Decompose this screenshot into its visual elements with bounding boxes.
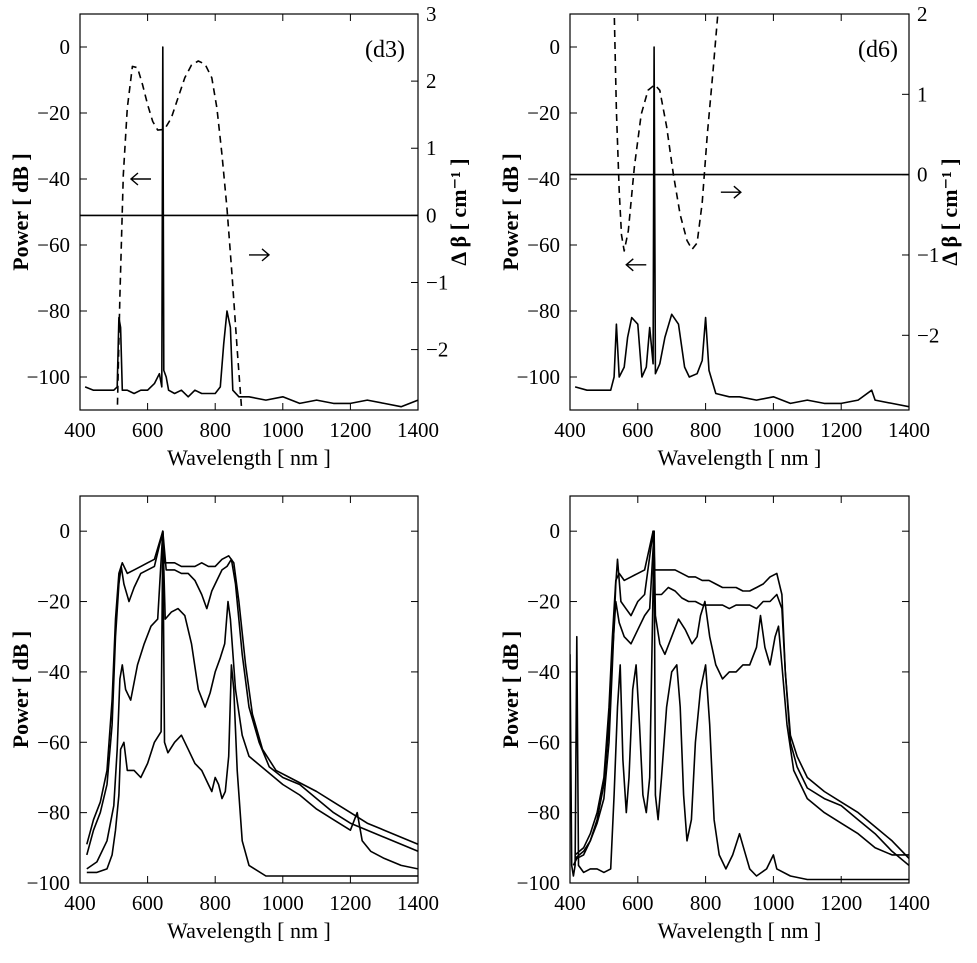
y2-axis-label: Δ β [ cm⁻¹ ] (446, 158, 471, 265)
x-tick-label: 400 (554, 891, 586, 915)
y-tick-label: −60 (527, 730, 560, 754)
x-tick-label: 800 (690, 891, 722, 915)
x-tick-label: 1400 (397, 891, 439, 915)
y-tick-label: −80 (37, 801, 70, 825)
chart-panel-d3: 400 600 800 1000 1200 14000−20−40−60−80−10032… (8, 2, 471, 470)
x-tick-label: 1000 (262, 418, 304, 442)
y-tick-label: −100 (27, 871, 70, 895)
y-tick-label: −40 (527, 167, 560, 191)
y-axis-label: Power [ dB ] (8, 153, 33, 271)
y-tick-label: −20 (37, 101, 70, 125)
y2-tick-label: 2 (426, 69, 437, 93)
y-tick-label: −80 (527, 299, 560, 323)
x-tick-label: 1400 (888, 418, 930, 442)
chart-panel-bottom-left: 400 600 800 1000 1200 1400 0 −20 −40 −60 −80 −100 Wa… (8, 495, 439, 943)
chart-panel-d6: 400 600 800 1000 1200 14000−20−40−60−80−10021… (498, 2, 962, 470)
panel-label: (d6) (858, 37, 898, 63)
y2-tick-label: 3 (426, 2, 437, 26)
x-tick-label: 600 (132, 418, 164, 442)
x-tick-label: 800 (199, 418, 231, 442)
x-tick-label: 1000 (262, 891, 304, 915)
x-axis-label: Wavelength [ nm ] (658, 918, 822, 943)
y-tick-label: −60 (527, 233, 560, 257)
right-axis-arrow (720, 185, 742, 199)
delta-beta-curve (116, 60, 243, 410)
x-tick-label: 1200 (820, 418, 862, 442)
left-axis-arrow (129, 172, 151, 186)
y-tick-label: −100 (517, 871, 560, 895)
y-tick-label: −20 (527, 590, 560, 614)
x-tick-label: 400 (64, 891, 96, 915)
y-axis-label: Power [ dB ] (498, 153, 523, 271)
y-tick-label: 0 (60, 519, 71, 543)
series-line-2 (86, 530, 418, 870)
x-tick-label: 1000 (752, 891, 794, 915)
x-tick-label: 400 (64, 418, 96, 442)
x-tick-label: 1000 (752, 418, 794, 442)
y-tick-label: −40 (37, 660, 70, 684)
series-line-3 (574, 530, 909, 867)
y-tick-label: −60 (37, 233, 70, 257)
y-tick-label: 0 (550, 35, 561, 59)
x-axis-label: Wavelength [ nm ] (167, 445, 331, 470)
left-axis-arrow (625, 258, 647, 272)
y-tick-label: −40 (527, 660, 560, 684)
delta-beta-curve (613, 14, 719, 252)
x-tick-label: 600 (622, 418, 654, 442)
y-tick-label: −20 (527, 101, 560, 125)
y-tick-label: −60 (37, 730, 70, 754)
plot-frame (79, 13, 419, 411)
y2-tick-label: 0 (917, 163, 928, 187)
series-line-4 (574, 530, 909, 859)
series-line-1 (84, 46, 418, 408)
series-line-1 (570, 530, 909, 881)
y-tick-label: 0 (60, 35, 71, 59)
series-line-1 (574, 46, 909, 408)
series-line-3 (86, 530, 418, 856)
plot-frame (79, 495, 419, 884)
plot-frame (569, 13, 910, 411)
plot-frame (569, 495, 910, 884)
y2-tick-label: 0 (426, 203, 437, 227)
x-tick-label: 1200 (329, 418, 371, 442)
x-tick-label: 600 (132, 891, 164, 915)
series-line-1 (86, 530, 418, 877)
y-tick-label: 0 (550, 519, 561, 543)
y2-tick-label: 2 (917, 2, 928, 26)
y2-tick-label: −2 (426, 338, 448, 362)
y2-axis-label: Δ β [ cm⁻¹ ] (937, 158, 962, 265)
y2-tick-label: −2 (917, 323, 939, 347)
x-tick-label: 400 (554, 418, 586, 442)
y2-tick-label: −1 (917, 243, 939, 267)
y-tick-label: −100 (517, 365, 560, 389)
x-axis-label: Wavelength [ nm ] (167, 918, 331, 943)
y-tick-label: −40 (37, 167, 70, 191)
series-line-4 (86, 530, 418, 846)
y-tick-label: −20 (37, 590, 70, 614)
x-tick-label: 800 (199, 891, 231, 915)
y-axis-label: Power [ dB ] (498, 631, 523, 749)
y-tick-label: −100 (27, 365, 70, 389)
x-tick-label: 800 (690, 418, 722, 442)
y2-tick-label: 1 (917, 82, 928, 106)
y-tick-label: −80 (527, 801, 560, 825)
x-tick-label: 1200 (820, 891, 862, 915)
y2-tick-label: 1 (426, 136, 437, 160)
y2-tick-label: −1 (426, 270, 448, 294)
x-tick-label: 1400 (397, 418, 439, 442)
series-line-2 (572, 530, 909, 866)
panel-label: (d3) (365, 37, 405, 63)
x-tick-label: 600 (622, 891, 654, 915)
chart-panel-bottom-right: 400 600 800 1000 1200 1400 0 −20 −40 −60 −80 −100 Wa… (498, 495, 930, 943)
right-axis-arrow (249, 248, 271, 262)
x-tick-label: 1200 (329, 891, 371, 915)
y-tick-label: −80 (37, 299, 70, 323)
y-axis-label: Power [ dB ] (8, 631, 33, 749)
x-axis-label: Wavelength [ nm ] (658, 445, 822, 470)
x-tick-label: 1400 (888, 891, 930, 915)
